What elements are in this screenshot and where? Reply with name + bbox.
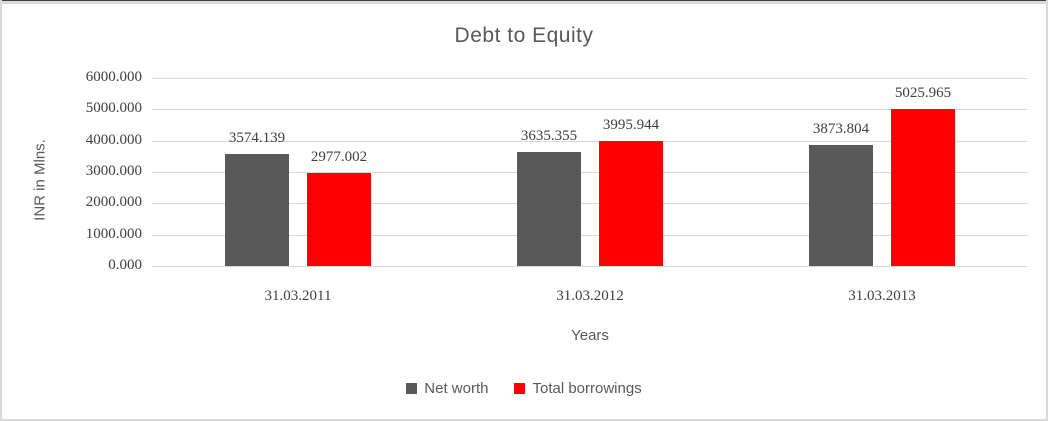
gridline — [152, 234, 1028, 236]
x-category-label: 31.03.2011 — [264, 288, 332, 304]
total-borrowings-legend-swatch-icon — [514, 383, 526, 394]
gridline — [152, 109, 1028, 111]
bar-net-worth-31.03.2012 — [517, 152, 581, 266]
data-label: 5025.965 — [894, 84, 952, 101]
bar-total-borrowings-31.03.2013 — [891, 108, 955, 266]
data-label: 3635.355 — [520, 128, 578, 145]
y-tick-label: 5000.000 — [85, 100, 142, 117]
bar-total-borrowings-31.03.2011 — [307, 172, 371, 266]
data-label: 2977.002 — [310, 148, 368, 165]
gridline — [152, 78, 1028, 79]
chart-title: Debt to Equity — [454, 24, 594, 47]
y-tick-label: 3000.000 — [85, 163, 142, 179]
y-tick-label: 6000.000 — [85, 69, 142, 85]
gridline — [152, 266, 1028, 267]
chart-frame-top-border — [2, 0, 1046, 4]
legend-label: Net worth — [424, 380, 489, 397]
gridline — [152, 203, 1028, 205]
legend-label: Total borrowings — [532, 380, 642, 397]
net-worth-legend-swatch-icon — [406, 383, 418, 394]
x-category-label: 31.03.2013 — [848, 288, 916, 304]
data-label: 3995.944 — [602, 116, 660, 133]
bar-total-borrowings-31.03.2012 — [599, 140, 663, 266]
gridline — [152, 140, 1028, 142]
bar-net-worth-31.03.2011 — [225, 154, 289, 266]
data-label: 3873.804 — [812, 120, 870, 137]
y-tick-label: 4000.000 — [85, 131, 142, 148]
y-tick-label: 0.000 — [108, 257, 142, 273]
data-label: 3574.139 — [228, 130, 286, 146]
chart-legend: Net worth Total borrowings — [2, 380, 1046, 397]
y-tick-label: 2000.000 — [85, 194, 142, 211]
y-tick-label: 1000.000 — [85, 225, 142, 242]
x-category-label: 31.03.2012 — [556, 288, 624, 304]
bar-net-worth-31.03.2013 — [809, 144, 873, 266]
plot-area — [152, 78, 1028, 267]
gridline — [152, 172, 1028, 173]
legend-entry-net-worth: Net worth — [406, 380, 488, 397]
legend-entry-total-borrowings: Total borrowings — [514, 380, 642, 397]
x-axis-title: Years — [571, 327, 609, 344]
